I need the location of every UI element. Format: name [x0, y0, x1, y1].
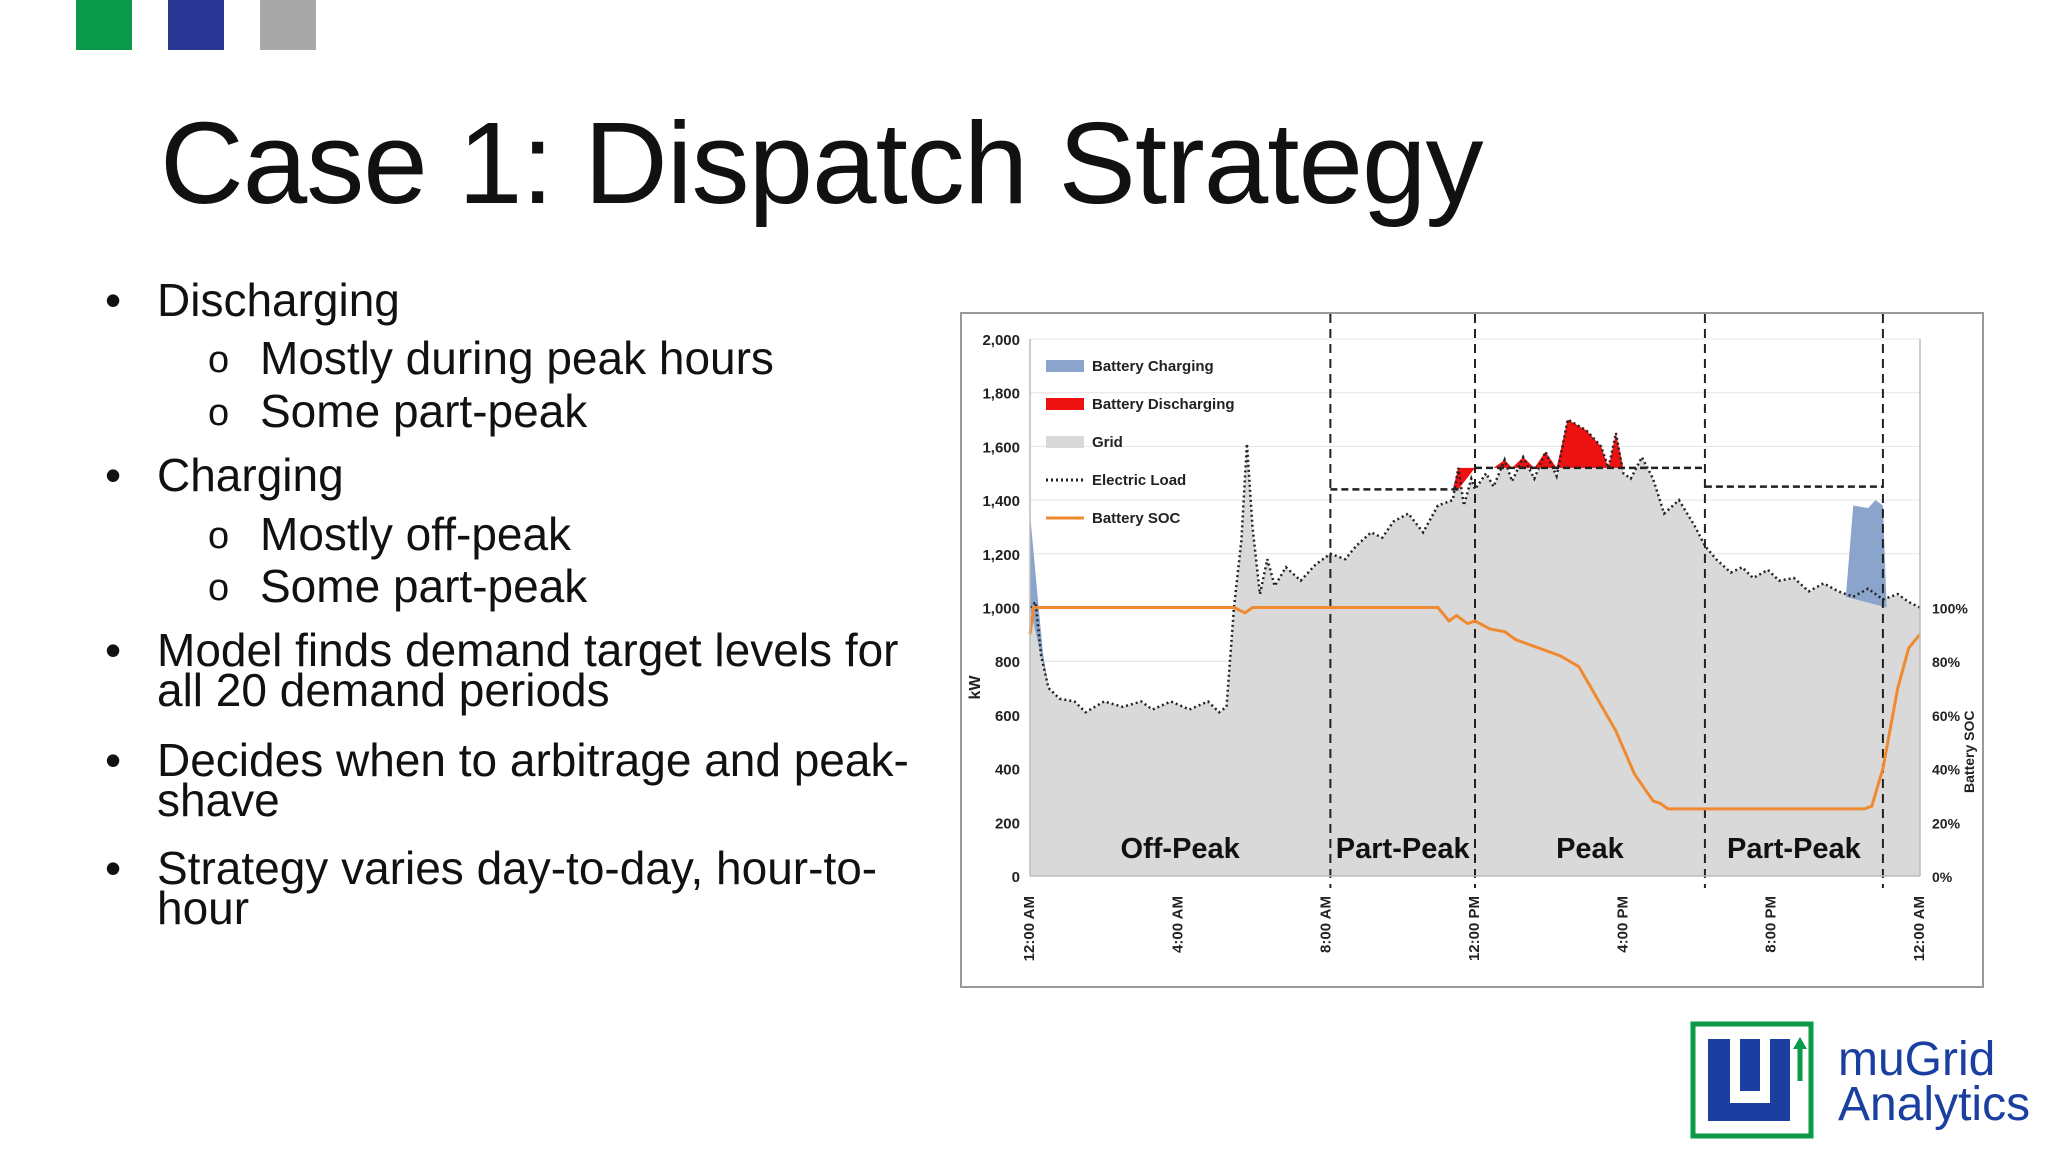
period-label: Part-Peak [1727, 833, 1862, 865]
y-axis-label: kW [967, 675, 984, 700]
battery-charging-area [1845, 500, 1887, 608]
legend-swatch [1046, 398, 1084, 410]
bullet-decides: • Decides when to arbitrage and peak-shav… [105, 734, 909, 826]
y2-tick-label: 20% [1932, 815, 1961, 831]
period-label: Part-Peak [1336, 833, 1471, 865]
y2-tick-label: 0% [1932, 869, 1953, 885]
y2-tick-label: 100% [1932, 601, 1968, 617]
dispatch-chart: 0 200 400 600 800 1,000 1,200 1,400 1,600 1,800 2,… [960, 312, 1984, 988]
sub-bullet: o Mostly during peak hours [208, 332, 774, 384]
legend-label: Electric Load [1092, 472, 1186, 489]
page-title: Case 1: Dispatch Strategy [160, 98, 1484, 228]
blue-square [168, 0, 224, 50]
x-tick-label: 8:00 PM [1763, 896, 1780, 953]
mugrid-logo-icon [1690, 1021, 1818, 1139]
battery-discharging-area [1452, 419, 1631, 490]
logo-text-line2: Analytics [1838, 1078, 2031, 1131]
y-tick-label: 0 [1012, 869, 1020, 886]
x-tick-label: 4:00 PM [1614, 896, 1631, 953]
y-tick-label: 2,000 [982, 332, 1020, 349]
x-tick-label: 12:00 PM [1466, 896, 1483, 961]
y-tick-label: 200 [995, 815, 1020, 832]
electric-load-line [1029, 417, 1921, 714]
sub-bullet: o Some part-peak [208, 385, 588, 437]
sub-bullet: o Mostly off-peak [208, 508, 572, 560]
green-square [76, 0, 132, 50]
legend-label: Battery SOC [1092, 510, 1181, 527]
battery-charging-area [1030, 513, 1049, 689]
legend-label: Battery Discharging [1092, 396, 1235, 413]
x-tick-label: 4:00 AM [1169, 896, 1186, 953]
x-tick-label: 12:00 AM [1911, 896, 1928, 961]
y-tick-label: 1,800 [982, 386, 1020, 403]
y2-tick-label: 60% [1932, 708, 1961, 724]
gray-square [260, 0, 316, 50]
y-tick-label: 800 [995, 654, 1020, 671]
bullet-strategy: • Strategy varies day-to-day, hour-to-hou… [105, 842, 878, 934]
x-tick-label: 8:00 AM [1318, 896, 1335, 953]
y-tick-label: 1,200 [982, 547, 1020, 564]
logo-text-line1: muGrid [1838, 1033, 1996, 1086]
y-tick-label: 1,000 [982, 601, 1020, 618]
y2-tick-label: 80% [1932, 654, 1961, 670]
x-tick-label: 12:00 AM [1021, 896, 1038, 961]
period-label: Off-Peak [1121, 833, 1241, 865]
chart-svg: 0 200 400 600 800 1,000 1,200 1,400 1,600 1,800 2,… [967, 314, 1977, 961]
y2-tick-label: 40% [1932, 762, 1961, 778]
period-label: Peak [1556, 833, 1625, 865]
bullet-model: • Model finds demand target levels for al… [105, 624, 899, 716]
bullet-charging: • Charging [105, 449, 344, 501]
legend-label: Grid [1092, 434, 1123, 451]
battery-soc-line [1028, 606, 1922, 811]
sub-bullet: o Some part-peak [208, 560, 588, 612]
y-tick-label: 600 [995, 708, 1020, 725]
legend-label: Battery Charging [1092, 358, 1214, 375]
y2-axis-label: Battery SOC [1961, 711, 1977, 793]
legend-swatch [1046, 360, 1084, 372]
bullet-discharging: • Discharging [105, 274, 400, 326]
legend-swatch [1046, 436, 1084, 448]
y-tick-label: 400 [995, 762, 1020, 779]
y-tick-label: 1,600 [982, 439, 1020, 456]
y-tick-label: 1,400 [982, 493, 1020, 510]
